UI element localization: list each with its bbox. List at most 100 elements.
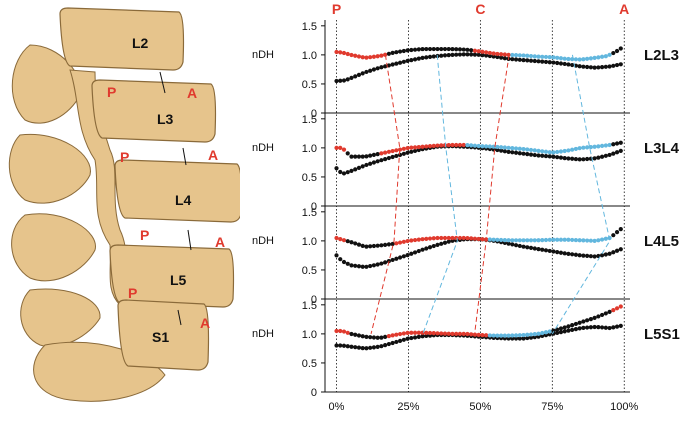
lower-point (558, 250, 564, 255)
lower-point (521, 58, 526, 63)
dashed-connector (422, 54, 458, 335)
upper-point (476, 49, 481, 54)
y-tick-label: 1.5 (302, 207, 317, 219)
lower-point (517, 243, 522, 249)
lower-point (498, 55, 504, 60)
upper-point (356, 54, 362, 59)
lower-point (409, 58, 414, 63)
upper-point (405, 330, 410, 335)
lower-point (614, 324, 620, 329)
upper-point (368, 335, 373, 340)
upper-point (353, 241, 358, 246)
lower-point (472, 52, 478, 57)
upper-point (566, 148, 571, 153)
x-tick-label: 50% (469, 401, 491, 413)
y-tick-label: 1.0 (302, 143, 317, 155)
lower-point (558, 155, 564, 160)
lower-point (401, 254, 406, 259)
upper-point (401, 239, 406, 244)
upper-point (386, 242, 391, 247)
y-tick-label: 0 (311, 294, 317, 306)
lower-point (607, 64, 612, 69)
lower-point (543, 333, 549, 338)
lower-point (345, 77, 350, 82)
lower-point (543, 248, 549, 253)
upper-point (446, 331, 451, 336)
lower-point (390, 154, 395, 160)
upper-point (558, 149, 564, 154)
upper-point (555, 149, 560, 155)
lower-point (349, 75, 354, 80)
lower-point (603, 153, 608, 158)
top-marker-p: P (332, 1, 341, 17)
upper-point (375, 54, 380, 59)
upper-point (498, 237, 504, 243)
lower-point (375, 262, 380, 267)
y-tick-label: 1.5 (302, 21, 317, 33)
lower-point (345, 344, 350, 349)
lower-point (599, 65, 605, 70)
panel-l4l5: 0 0.5 1.0 1.5 nDH L4L5 (252, 206, 679, 306)
lower-point (562, 155, 567, 161)
y-tick-label: 0.5 (302, 172, 317, 184)
x-tick-label: 0% (329, 401, 345, 413)
y-axis-label: nDH (252, 235, 274, 247)
upper-point (394, 332, 399, 337)
lower-point (416, 248, 421, 254)
upper-point (611, 233, 616, 238)
upper-point (525, 332, 530, 337)
lower-point (498, 148, 504, 153)
upper-point (439, 46, 444, 52)
upper-point (513, 53, 519, 58)
posterior-marker: P (140, 227, 149, 243)
y-tick-label: 0.5 (302, 79, 317, 91)
upper-point (390, 50, 395, 55)
lower-point (540, 247, 545, 252)
lower-point (390, 62, 395, 67)
lower-point (457, 52, 463, 57)
segment-label: L5S1 (644, 326, 680, 343)
lower-point (405, 58, 410, 63)
upper-point (513, 238, 519, 243)
lower-point (338, 78, 343, 83)
upper-point (543, 54, 549, 60)
x-tick-label: 25% (397, 401, 419, 413)
lower-point (409, 149, 414, 154)
y-tick-label: 0.5 (302, 358, 317, 370)
lower-point (521, 244, 526, 249)
upper-point (517, 53, 522, 58)
upper-point (420, 46, 425, 52)
lower-point (566, 251, 571, 256)
lower-point (555, 330, 560, 335)
lower-point (349, 344, 354, 349)
lower-point (603, 252, 608, 257)
lower-point (573, 327, 579, 332)
lower-point (360, 164, 365, 169)
upper-point (521, 53, 526, 58)
y-tick-label: 0 (311, 201, 317, 213)
lower-point (528, 245, 534, 250)
y-tick-label: 1.5 (302, 114, 317, 126)
upper-point (551, 150, 556, 155)
upper-point (457, 331, 463, 336)
upper-point (450, 46, 455, 52)
upper-point (536, 331, 541, 336)
upper-point (383, 334, 388, 339)
upper-point (386, 51, 391, 56)
upper-point (592, 315, 597, 320)
lower-point (465, 52, 470, 57)
upper-point (599, 237, 605, 242)
lower-point (611, 151, 616, 156)
upper-point (498, 145, 504, 150)
upper-point (431, 331, 436, 336)
lower-point (480, 53, 485, 58)
upper-point (364, 55, 369, 60)
upper-point (562, 325, 567, 330)
lower-point (525, 245, 530, 250)
upper-point (588, 316, 593, 322)
upper-point (562, 148, 567, 154)
lower-point (581, 325, 586, 330)
upper-point (457, 47, 463, 52)
upper-point (450, 331, 455, 336)
lower-point (334, 253, 339, 258)
